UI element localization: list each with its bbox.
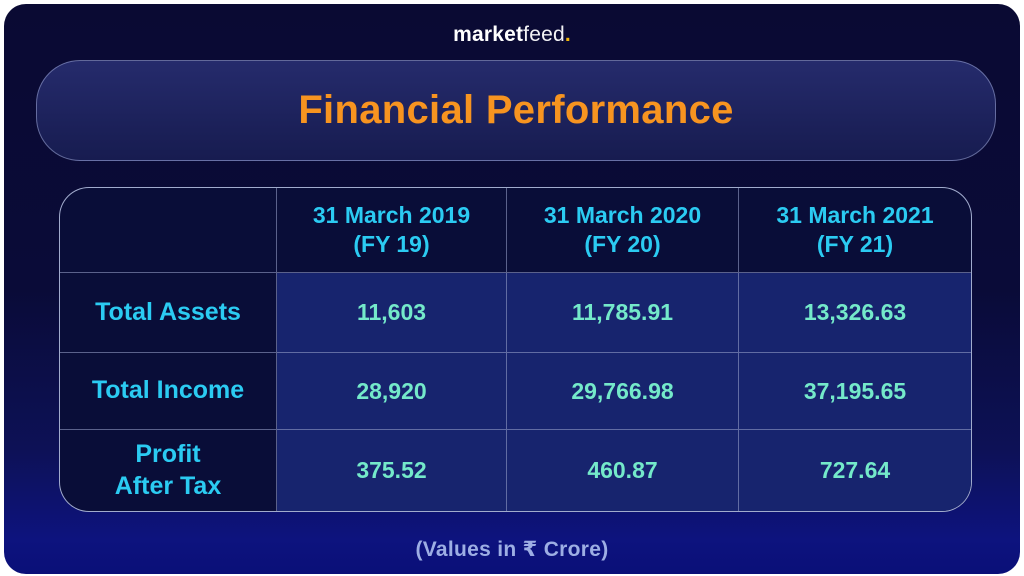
table-header-fy20: 31 March 2020 (FY 20) (507, 188, 739, 273)
brand-logo-bold: market (453, 23, 524, 46)
value-profit-after-tax-fy19: 375.52 (277, 430, 507, 511)
brand-logo-dot: . (564, 23, 571, 46)
financial-table: 31 March 2019 (FY 19) 31 March 2020 (FY … (59, 187, 972, 512)
row-label-profit-after-tax: Profit After Tax (60, 430, 277, 511)
values-unit-note: (Values in ₹ Crore) (415, 538, 609, 561)
value-total-income-fy19: 28,920 (277, 353, 507, 430)
brand-logo: marketfeed. (4, 23, 1020, 47)
value-total-income-fy20: 29,766.98 (507, 353, 739, 430)
brand-logo-light: feed (523, 23, 565, 46)
value-total-income-fy21: 37,195.65 (739, 353, 971, 430)
value-total-assets-fy20: 11,785.91 (507, 273, 739, 353)
table-header-fy19: 31 March 2019 (FY 19) (277, 188, 507, 273)
value-total-assets-fy19: 11,603 (277, 273, 507, 353)
value-total-assets-fy21: 13,326.63 (739, 273, 971, 353)
value-profit-after-tax-fy20: 460.87 (507, 430, 739, 511)
row-label-total-income: Total Income (60, 353, 277, 430)
infographic-card: marketfeed. Financial Performance 31 Mar… (4, 4, 1020, 574)
value-profit-after-tax-fy21: 727.64 (739, 430, 971, 511)
table-header-fy21: 31 March 2021 (FY 21) (739, 188, 971, 273)
title-banner: Financial Performance (36, 60, 996, 161)
row-label-total-assets: Total Assets (60, 273, 277, 353)
table-header-empty (60, 188, 277, 273)
page-title: Financial Performance (298, 88, 734, 132)
